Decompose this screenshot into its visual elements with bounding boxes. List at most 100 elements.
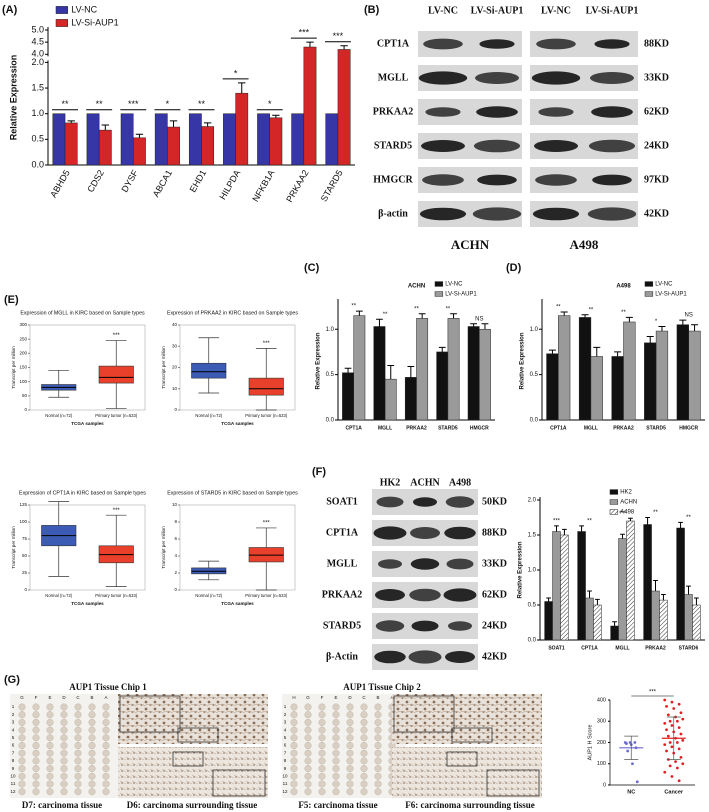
chip-row: 9 xyxy=(284,766,287,771)
bar xyxy=(643,524,652,641)
x-tick-label: HMGCR xyxy=(470,425,489,431)
significance: ** xyxy=(446,306,451,312)
x-tick-label: NFKB1A xyxy=(250,168,276,203)
chip-row: 3 xyxy=(12,720,15,725)
tissue-core xyxy=(318,757,326,765)
significance: ** xyxy=(589,307,594,313)
x-tick-label: SOAT1 xyxy=(548,645,565,651)
tissue-core xyxy=(88,772,96,780)
band xyxy=(419,207,467,221)
y-tick-label: 10 xyxy=(172,386,178,391)
tissue-core xyxy=(46,765,54,773)
error-bar xyxy=(614,351,622,357)
chip-row: 1 xyxy=(12,704,15,709)
bar xyxy=(676,527,685,641)
tissue-core xyxy=(102,788,110,796)
tissue-core xyxy=(318,749,326,757)
tissue-core xyxy=(360,726,368,734)
x-tick-label: CDS2 xyxy=(85,168,106,194)
y-tick-label: 5.0 xyxy=(31,24,44,34)
tissue-core xyxy=(32,734,40,742)
tissue-core xyxy=(290,772,298,780)
band xyxy=(408,650,442,664)
tissue-core xyxy=(46,742,54,750)
point xyxy=(670,745,674,749)
bar xyxy=(436,351,449,421)
error-bar xyxy=(340,45,348,50)
error-bar xyxy=(595,598,600,605)
chip-row: 9 xyxy=(12,766,15,771)
band xyxy=(376,496,404,508)
y-tick-label: 0.0 xyxy=(530,418,539,424)
chip-column: H xyxy=(292,695,295,700)
significance: *** xyxy=(263,341,271,347)
point xyxy=(670,700,674,704)
tissue-core xyxy=(88,757,96,765)
bar xyxy=(353,315,366,421)
band xyxy=(591,106,633,118)
tissue-core xyxy=(46,734,54,742)
tissue-core xyxy=(18,734,26,742)
bar xyxy=(684,594,693,641)
tissue-core xyxy=(374,780,382,788)
legend-label: A498 xyxy=(620,510,635,516)
x-tick-label: Primary tumor (n=533) xyxy=(245,593,288,598)
tissue-core xyxy=(346,757,354,765)
point xyxy=(665,704,668,708)
x-tick-label: MGLL xyxy=(584,425,598,431)
band xyxy=(594,39,630,49)
tissue-core xyxy=(332,757,340,765)
chip-column: B xyxy=(90,695,93,700)
tissue-core xyxy=(304,772,312,780)
tissue-core xyxy=(360,780,368,788)
x-tick-label: NC xyxy=(627,789,635,795)
tissue-core xyxy=(32,780,40,788)
band-size: 33KD xyxy=(644,72,669,83)
significance: *** xyxy=(263,521,271,527)
bar xyxy=(610,625,619,641)
tissue-core xyxy=(304,718,312,726)
legend-swatch xyxy=(434,281,444,287)
band xyxy=(443,588,477,602)
bar xyxy=(269,117,283,166)
tissue-core xyxy=(290,742,298,750)
tissue-core xyxy=(374,734,382,742)
tissue-core xyxy=(74,711,82,719)
tissue-core xyxy=(60,703,68,711)
tissue-core xyxy=(374,772,382,780)
tissue-core xyxy=(32,711,40,719)
band xyxy=(588,139,636,153)
tissue-core xyxy=(318,788,326,796)
tissue-core xyxy=(32,742,40,750)
chip-row: 2 xyxy=(12,712,15,717)
tissue-core xyxy=(46,788,54,796)
tissue-core xyxy=(290,757,298,765)
chip-row: 12 xyxy=(282,789,288,794)
point xyxy=(663,721,667,725)
tissue-core xyxy=(102,718,110,726)
lane-header: LV-NC xyxy=(541,5,571,16)
point xyxy=(679,732,683,736)
tissue-core xyxy=(290,788,298,796)
tissue-core xyxy=(102,765,110,773)
chip-column: F xyxy=(321,695,324,700)
band xyxy=(378,559,402,569)
bar xyxy=(676,324,689,421)
x-tick-label: STARD6 xyxy=(679,645,699,651)
tissue-core xyxy=(304,711,312,719)
tissue-core xyxy=(18,765,26,773)
legend-swatch xyxy=(609,509,619,515)
significance: * xyxy=(166,99,170,109)
error-bar xyxy=(612,621,617,626)
tissue-core xyxy=(318,718,326,726)
tissue-core xyxy=(332,765,340,773)
point xyxy=(675,766,679,770)
band-size: 97KD xyxy=(644,174,669,185)
bar xyxy=(167,126,180,166)
band xyxy=(592,174,632,186)
legend-swatch xyxy=(55,6,68,14)
bar xyxy=(373,326,386,421)
chip-row: 4 xyxy=(284,727,287,732)
tissue-core xyxy=(290,711,298,719)
error-bar xyxy=(344,367,352,373)
